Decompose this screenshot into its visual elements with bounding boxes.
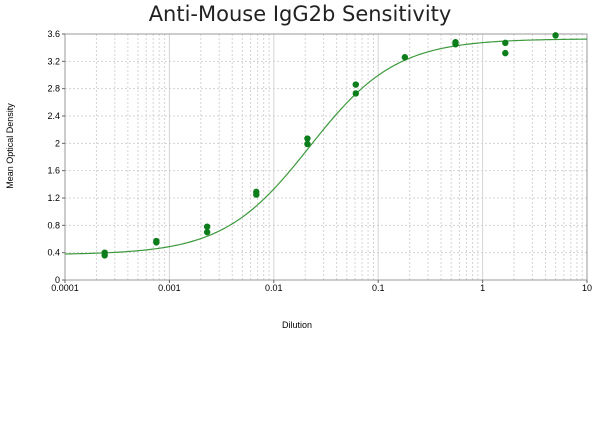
- data-point: [401, 54, 409, 61]
- y-tick-label: 2.8: [47, 84, 60, 94]
- x-axis-ticks: 0.0001 0.001 0.01 0.1 1 10: [51, 280, 592, 293]
- data-point: [502, 39, 509, 47]
- x-tick-label: 10: [582, 283, 592, 293]
- data-point: [352, 90, 359, 97]
- x-tick-label: 1: [480, 283, 485, 293]
- y-axis-title: Mean Optical Density: [5, 103, 15, 189]
- data-point: [352, 81, 359, 88]
- x-tick-label: 0.001: [158, 283, 181, 293]
- y-tick-label: 3.6: [47, 29, 60, 39]
- grid-layer: [65, 34, 587, 280]
- data-point: [101, 252, 108, 259]
- data-point: [203, 228, 211, 236]
- y-axis-ticks: 0 0.4 0.8 1.2 1.6 2 2.4 2.8 3.2 3.6: [47, 29, 65, 285]
- curve-layer: [64, 38, 588, 255]
- data-point: [452, 41, 459, 48]
- y-tick-label: 0: [55, 275, 60, 285]
- data-point: [552, 32, 559, 39]
- y-tick-label: 2.4: [47, 111, 60, 121]
- chart-title: Anti-Mouse IgG2b Sensitivity: [148, 2, 452, 26]
- data-point: [304, 140, 311, 148]
- x-tick-label: 0.0001: [51, 283, 79, 293]
- y-tick-label: 3.2: [47, 56, 60, 66]
- plot-frame: [64, 33, 588, 281]
- x-tick-label: 0.01: [265, 283, 283, 293]
- data-point: [203, 223, 211, 230]
- y-tick-label: 1.6: [47, 166, 60, 176]
- y-tick-label: 0.8: [47, 220, 60, 230]
- y-tick-label: 1.2: [47, 193, 60, 203]
- fit-curve: [64, 38, 588, 255]
- y-tick-label: 2: [55, 138, 60, 148]
- data-point: [304, 135, 311, 142]
- x-axis-title: Dilution: [282, 320, 312, 330]
- data-point: [253, 191, 260, 198]
- data-point: [153, 239, 160, 246]
- point-layer: [101, 32, 559, 259]
- y-tick-label: 0.4: [47, 248, 60, 258]
- data-point: [502, 49, 509, 57]
- x-tick-label: 0.1: [372, 283, 385, 293]
